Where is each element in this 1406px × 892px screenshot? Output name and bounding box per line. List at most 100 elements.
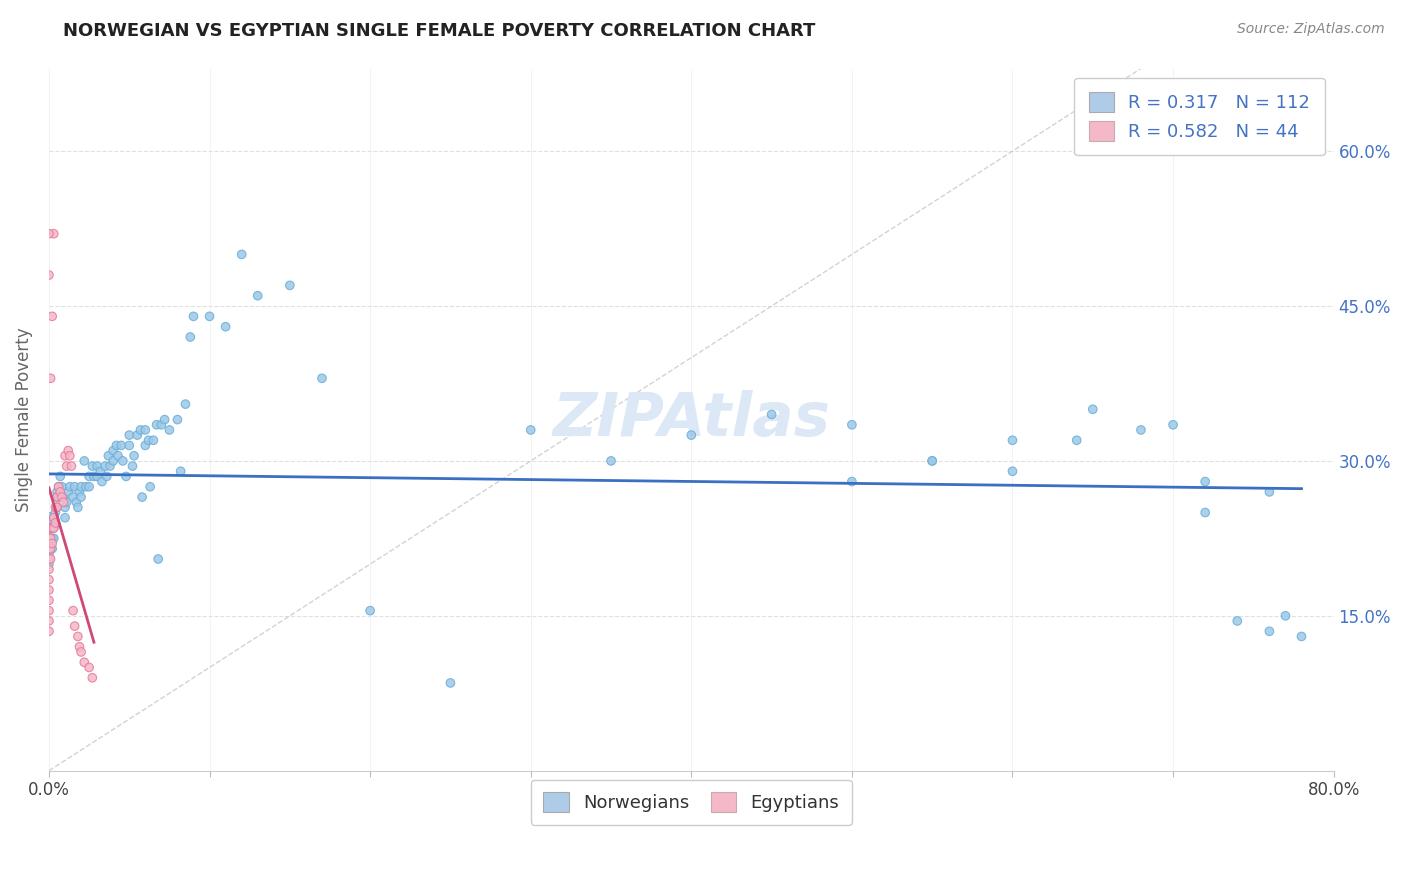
Point [53, 510, 76, 524]
Point [46, 500, 69, 515]
Point [39, 532, 62, 546]
Point [38, 516, 60, 530]
Point [921, 454, 943, 468]
Text: ZIPAtlas: ZIPAtlas [553, 390, 831, 449]
Point [49, 484, 72, 499]
Point [46, 500, 69, 515]
Point [278, 278, 301, 293]
Point [42, 510, 65, 524]
Point [58, 443, 80, 458]
Point [66, 500, 89, 515]
Point [1081, 402, 1104, 417]
Point [39, 516, 62, 530]
Point [55, 495, 77, 509]
Point [111, 454, 134, 468]
Point [1001, 434, 1024, 448]
Point [39, 532, 62, 546]
Point [42, 521, 65, 535]
Point [63, 619, 86, 633]
Point [41, 532, 63, 546]
Point [73, 454, 96, 468]
Point [183, 310, 205, 324]
Point [146, 552, 169, 566]
Point [1001, 464, 1024, 478]
Point [89, 464, 111, 478]
Point [69, 640, 91, 654]
Point [1226, 614, 1249, 628]
Point [86, 469, 108, 483]
Point [38, 521, 60, 535]
Point [166, 412, 188, 426]
Point [49, 469, 72, 483]
Point [62, 490, 84, 504]
Point [69, 484, 91, 499]
Point [1194, 506, 1216, 520]
Point [169, 464, 191, 478]
Point [1129, 423, 1152, 437]
Point [600, 454, 623, 468]
Point [118, 428, 141, 442]
Point [134, 438, 156, 452]
Point [70, 645, 93, 659]
Point [41, 521, 63, 535]
Point [841, 475, 863, 489]
Point [42, 227, 65, 241]
Point [1161, 417, 1184, 432]
Point [129, 423, 152, 437]
Point [311, 371, 333, 385]
Point [77, 469, 100, 483]
Point [52, 490, 75, 504]
Point [38, 557, 60, 571]
Point [94, 459, 117, 474]
Point [39, 521, 62, 535]
Point [66, 630, 89, 644]
Point [38, 547, 60, 561]
Point [97, 449, 120, 463]
Point [39, 371, 62, 385]
Point [681, 428, 703, 442]
Point [921, 454, 943, 468]
Point [75, 480, 97, 494]
Point [1258, 484, 1281, 499]
Point [118, 438, 141, 452]
Point [139, 480, 162, 494]
Point [41, 521, 63, 535]
Point [59, 449, 82, 463]
Point [359, 604, 381, 618]
Point [38, 604, 60, 618]
Point [131, 490, 153, 504]
Point [231, 247, 253, 261]
Text: Source: ZipAtlas.com: Source: ZipAtlas.com [1237, 22, 1385, 37]
Point [98, 459, 121, 474]
Point [39, 536, 62, 550]
Y-axis label: Single Female Poverty: Single Female Poverty [15, 327, 32, 512]
Point [121, 459, 143, 474]
Point [1258, 624, 1281, 639]
Point [53, 449, 76, 463]
Point [142, 434, 165, 448]
Point [38, 227, 60, 241]
Point [103, 443, 125, 458]
Point [65, 495, 87, 509]
Point [761, 408, 783, 422]
Point [46, 490, 69, 504]
Point [122, 449, 145, 463]
Legend: Norwegians, Egyptians: Norwegians, Egyptians [530, 780, 852, 825]
Point [38, 552, 60, 566]
Point [38, 552, 60, 566]
Point [91, 475, 114, 489]
Point [63, 480, 86, 494]
Point [105, 438, 128, 452]
Point [145, 417, 167, 432]
Point [38, 593, 60, 607]
Point [103, 454, 125, 468]
Point [48, 490, 70, 504]
Point [41, 541, 63, 556]
Point [96, 469, 118, 483]
Point [1194, 475, 1216, 489]
Point [41, 536, 63, 550]
Point [214, 319, 236, 334]
Point [52, 495, 75, 509]
Point [38, 532, 60, 546]
Point [55, 459, 77, 474]
